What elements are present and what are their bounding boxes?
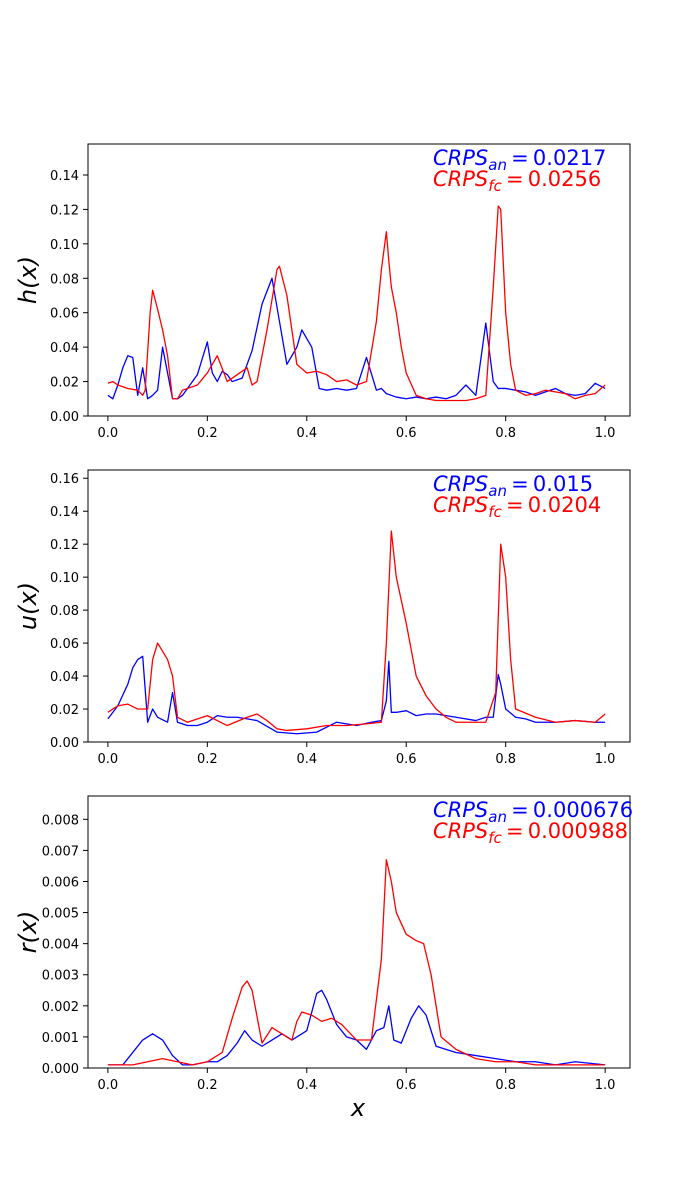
y-tick-label: 0.16	[50, 472, 79, 487]
x-tick-label: 0.6	[396, 1078, 417, 1093]
x-tick-label: 0.4	[296, 752, 317, 767]
y-axis-label: u(x)	[14, 582, 42, 630]
x-tick-label: 0.0	[98, 1078, 119, 1093]
x-tick-label: 0.8	[495, 1078, 516, 1093]
x-tick-label: 0.0	[98, 426, 119, 441]
y-tick-label: 0.12	[50, 538, 79, 553]
crps-fc-annotation: CRPSfc = 0.0204	[433, 493, 601, 521]
y-tick-label: 0.003	[42, 969, 79, 984]
crps-fc-annotation: CRPSfc = 0.0256	[433, 167, 601, 195]
x-tick-label: 0.4	[296, 426, 317, 441]
series-line-red	[107, 530, 606, 732]
crps-an-annotation: CRPSan = 0.000676	[433, 798, 633, 826]
y-tick-label: 0.002	[42, 1000, 79, 1015]
y-axis-label: h(x)	[14, 256, 42, 304]
y-tick-label: 0.02	[50, 376, 79, 391]
plot-frame	[87, 795, 631, 1069]
x-tick-label: 0.8	[495, 752, 516, 767]
y-tick-label: 0.10	[50, 238, 79, 253]
y-tick-label: 0.00	[50, 410, 79, 425]
y-tick-label: 0.14	[50, 169, 79, 184]
x-tick-label: 0.2	[197, 426, 218, 441]
y-tick-label: 0.10	[50, 571, 79, 586]
y-tick-label: 0.000	[42, 1062, 79, 1077]
subplot-2: 0.0 0.2 0.4 0.6 0.8 1.0 0.00 0.02 0.04 0.06 0.08 0.…	[14, 469, 631, 767]
y-tick-label: 0.006	[42, 875, 79, 890]
y-tick-label: 0.14	[50, 505, 79, 520]
x-tick-label: 1.0	[595, 1078, 616, 1093]
x-tick-label: 0.6	[396, 752, 417, 767]
x-axis-label: x	[350, 1094, 366, 1122]
y-tick-label: 0.08	[50, 272, 79, 287]
series-line-blue	[107, 655, 606, 735]
y-tick-label: 0.02	[50, 703, 79, 718]
crps-fc-annotation: CRPSfc = 0.000988	[433, 819, 628, 847]
y-tick-label: 0.08	[50, 604, 79, 619]
plot-frame	[87, 469, 631, 743]
crps-an-annotation: CRPSan = 0.0217	[433, 146, 606, 174]
y-tick-label: 0.06	[50, 307, 79, 322]
series-line-blue	[107, 989, 606, 1066]
y-tick-label: 0.005	[42, 907, 79, 922]
x-tick-label: 0.4	[296, 1078, 317, 1093]
y-tick-label: 0.04	[50, 670, 79, 685]
y-tick-label: 0.04	[50, 341, 79, 356]
x-tick-label: 0.2	[197, 1078, 218, 1093]
subplot-1: 0.0 0.2 0.4 0.6 0.8 1.0 0.00 0.02 0.04 0.06 0.08 0.…	[14, 143, 631, 441]
y-tick-label: 0.001	[42, 1031, 79, 1046]
x-tick-label: 1.0	[595, 426, 616, 441]
y-tick-label: 0.00	[50, 736, 79, 751]
subplot-3: 0.0 0.2 0.4 0.6 0.8 1.0 0.000 0.001 0.002 0.003 0.…	[14, 795, 633, 1122]
x-tick-label: 0.2	[197, 752, 218, 767]
plot-frame	[87, 143, 631, 417]
y-tick-label: 0.12	[50, 203, 79, 218]
crps-an-annotation: CRPSan = 0.015	[433, 472, 593, 500]
series-line-blue	[107, 277, 606, 400]
y-tick-label: 0.004	[42, 938, 79, 953]
series-line-red	[107, 205, 606, 402]
series-line-red	[107, 859, 606, 1066]
x-tick-label: 0.0	[98, 752, 119, 767]
y-tick-label: 0.06	[50, 637, 79, 652]
x-tick-label: 1.0	[595, 752, 616, 767]
y-axis-label: r(x)	[14, 911, 42, 954]
x-tick-label: 0.6	[396, 426, 417, 441]
x-tick-label: 0.8	[495, 426, 516, 441]
y-tick-label: 0.007	[42, 844, 79, 859]
y-tick-label: 0.008	[42, 813, 79, 828]
